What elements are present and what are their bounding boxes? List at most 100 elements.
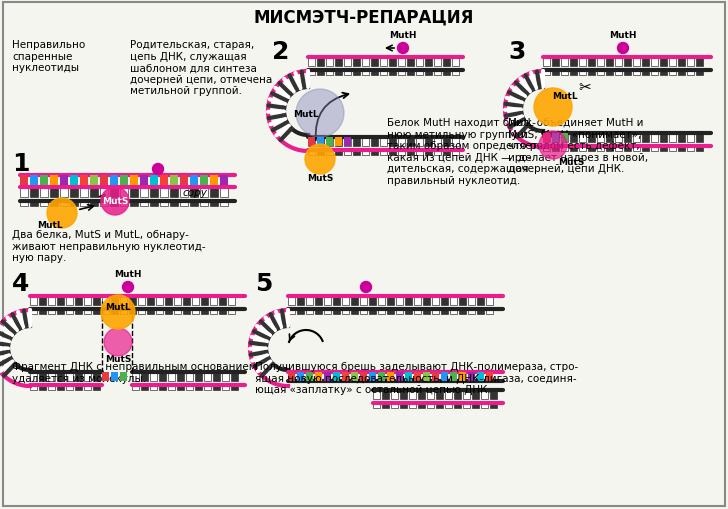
Bar [326, 58, 333, 67]
Bar [192, 309, 199, 315]
Bar [57, 385, 64, 390]
Bar [20, 188, 28, 197]
Bar [597, 58, 604, 67]
Bar [195, 385, 202, 390]
Bar [588, 134, 595, 143]
Bar [450, 309, 457, 315]
Bar [389, 151, 396, 156]
Bar [190, 202, 198, 207]
Bar [84, 296, 91, 305]
Bar [66, 372, 73, 381]
Bar [624, 58, 631, 67]
Bar [398, 138, 405, 147]
Bar [180, 202, 188, 207]
Bar [570, 71, 577, 76]
Bar [317, 138, 324, 147]
Bar [297, 309, 304, 315]
Bar [418, 403, 425, 408]
Bar [660, 147, 667, 152]
Bar [84, 372, 91, 381]
Bar [84, 385, 91, 390]
Bar [477, 296, 484, 305]
Bar [360, 309, 367, 315]
Bar [57, 309, 64, 315]
Text: 3: 3 [508, 40, 526, 64]
Bar [678, 71, 685, 76]
Bar [317, 138, 324, 147]
Bar [454, 390, 461, 399]
Bar [120, 372, 127, 381]
Bar [195, 372, 202, 381]
Bar [84, 309, 91, 315]
Bar [39, 385, 46, 390]
Bar [288, 309, 295, 315]
Bar [48, 372, 55, 381]
Bar [633, 58, 640, 67]
Bar [317, 151, 324, 156]
Bar [425, 138, 432, 147]
Bar [220, 176, 228, 186]
Text: MutL объединяет MutH и
MutS; MutH «понимает»,
что рядом есть дефект,
и делает на: MutL объединяет MutH и MutS; MutH «поним… [508, 118, 648, 174]
Bar [405, 309, 412, 315]
Bar [362, 71, 369, 76]
Bar [344, 138, 351, 147]
Bar [434, 58, 441, 67]
Bar [57, 372, 64, 381]
Bar [398, 58, 405, 67]
Text: MutH: MutH [609, 31, 637, 40]
Bar [147, 296, 154, 305]
Bar [642, 147, 649, 152]
Bar [445, 403, 452, 408]
Bar [606, 134, 613, 143]
Bar [70, 202, 78, 207]
Bar [219, 309, 226, 315]
Bar [409, 390, 416, 399]
Bar [201, 309, 208, 315]
Bar [407, 71, 414, 76]
Bar [669, 58, 676, 67]
Bar [463, 403, 470, 408]
Bar [597, 71, 604, 76]
Bar [418, 390, 425, 399]
Bar [186, 372, 193, 381]
Bar [204, 372, 211, 381]
Bar [490, 390, 497, 399]
Bar [561, 134, 568, 143]
Bar [120, 176, 128, 186]
Text: MutS: MutS [102, 197, 128, 206]
Bar [579, 134, 586, 143]
Bar [168, 385, 175, 390]
Bar [30, 309, 37, 315]
Bar [170, 202, 178, 207]
Bar [306, 309, 313, 315]
Text: ✂: ✂ [579, 80, 591, 95]
Bar [177, 372, 184, 381]
Bar [190, 188, 198, 197]
Bar [579, 58, 586, 67]
Bar [561, 58, 568, 67]
Bar [441, 309, 448, 315]
Bar [40, 188, 48, 197]
Bar [434, 71, 441, 76]
Circle shape [152, 164, 164, 175]
Bar [443, 71, 450, 76]
Bar [315, 372, 322, 381]
Bar [308, 138, 315, 147]
Bar [380, 151, 387, 156]
Bar [398, 151, 405, 156]
Bar [170, 176, 178, 186]
Bar [441, 372, 448, 381]
Bar [129, 296, 136, 305]
Bar [579, 71, 586, 76]
Bar [445, 390, 452, 399]
Bar [150, 202, 158, 207]
Bar [165, 309, 172, 315]
Bar [351, 372, 358, 381]
Bar [452, 58, 459, 67]
Bar [39, 372, 46, 381]
Bar [333, 372, 340, 381]
Bar [353, 138, 360, 147]
Bar [552, 58, 559, 67]
Bar [220, 188, 228, 197]
Bar [100, 202, 108, 207]
